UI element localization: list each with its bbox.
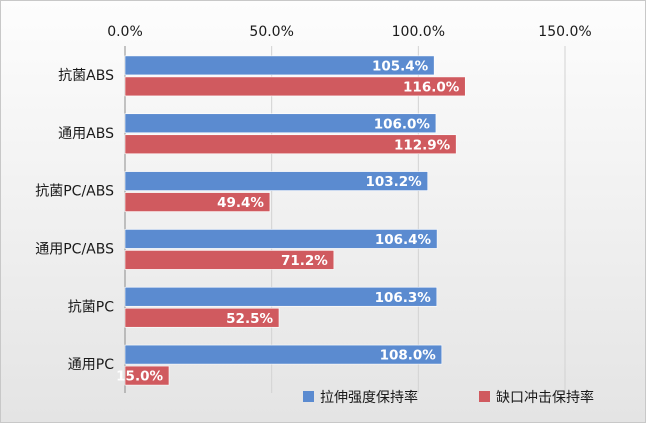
x-tick-label: 150.0% — [538, 24, 591, 40]
data-label: 49.4% — [217, 195, 264, 211]
bar — [124, 365, 170, 386]
bar — [124, 307, 280, 328]
data-label: 108.0% — [380, 348, 437, 364]
data-label: 105.4% — [372, 58, 429, 74]
category-label: 通用PC — [68, 357, 114, 373]
data-label: 106.0% — [374, 116, 431, 132]
data-label: 116.0% — [403, 79, 460, 95]
category-label: 抗菌PC — [68, 299, 114, 315]
bar — [124, 344, 443, 365]
bar — [124, 192, 271, 212]
category-label: 抗菌ABS — [58, 68, 114, 84]
data-label: 106.3% — [375, 290, 432, 306]
category-label: 通用ABS — [58, 126, 114, 142]
category-label: 抗菌PC/ABS — [35, 184, 114, 200]
data-label: 71.2% — [281, 253, 328, 269]
data-label: 52.5% — [226, 311, 273, 327]
bar — [124, 76, 466, 97]
data-label: 112.9% — [394, 137, 451, 153]
bar — [124, 250, 335, 270]
bar — [124, 171, 429, 191]
data-label: 106.4% — [375, 232, 432, 248]
x-tick-label: 0.0% — [107, 24, 143, 40]
legend-label: 拉伸强度保持率 — [320, 389, 418, 406]
legend-swatch — [303, 391, 314, 402]
x-tick-label: 100.0% — [392, 24, 445, 40]
legend-swatch — [479, 391, 490, 402]
bar — [124, 286, 438, 307]
x-tick-label: 50.0% — [249, 24, 293, 40]
legend-label: 缺口冲击保持率 — [496, 389, 594, 406]
bar — [124, 113, 437, 134]
bar — [124, 229, 438, 249]
data-label: 15.0% — [116, 369, 163, 385]
bar — [124, 55, 435, 76]
category-label: 通用PC/ABS — [35, 241, 114, 257]
data-label: 103.2% — [365, 174, 422, 190]
bar — [124, 134, 457, 155]
